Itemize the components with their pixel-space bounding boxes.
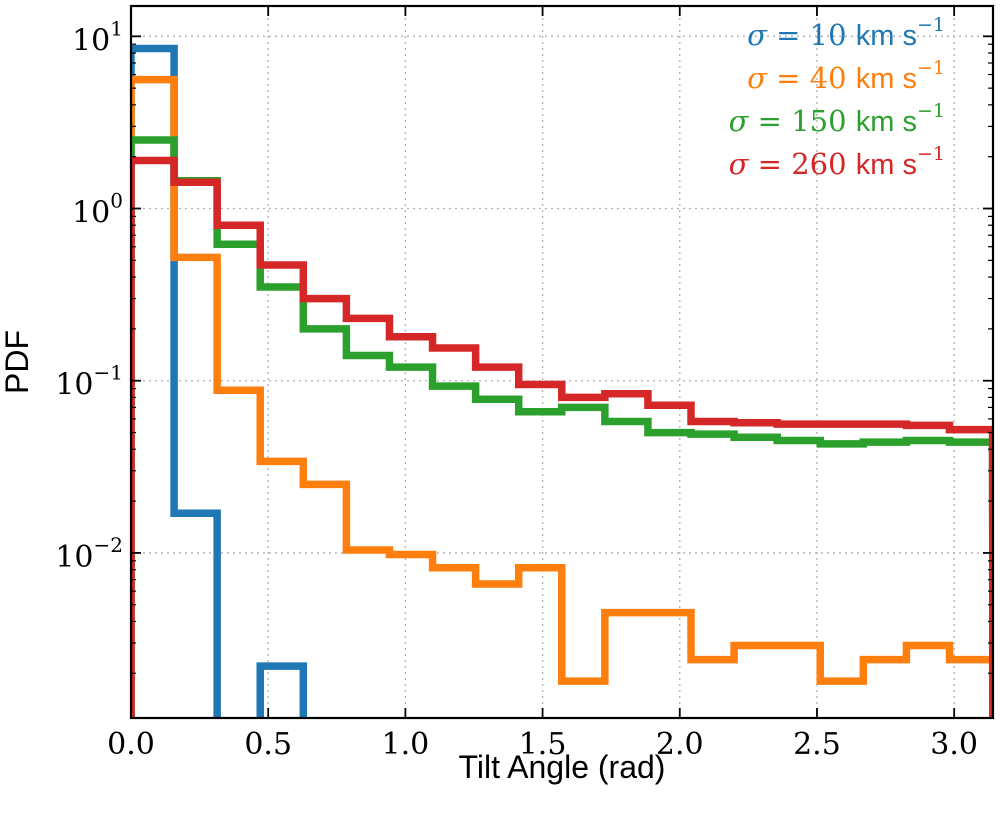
y-tick-label: 10−1 (55, 361, 123, 403)
x-tick-label: 0.5 (244, 727, 292, 762)
x-tick-label: 0.0 (107, 727, 155, 762)
legend-entry: σ = 260 km s−1 (729, 143, 945, 181)
legend-entry: σ = 150 km s−1 (729, 100, 945, 138)
series-line-1 (131, 75, 993, 718)
legend-entry: σ = 10 km s−1 (747, 14, 945, 52)
x-tick-label: 2.5 (793, 727, 841, 762)
histogram-series (131, 44, 993, 718)
x-tick-label: 3.0 (930, 727, 978, 762)
legend-entry: σ = 40 km s−1 (747, 57, 945, 95)
series-line-0 (131, 44, 308, 718)
legend: σ = 10 km s−1 σ = 40 km s−1 σ = 150 km s−1… (729, 14, 945, 181)
series-line-3 (131, 156, 993, 718)
x-axis-label: Tilt Angle (rad) (459, 749, 666, 785)
series-line-2 (131, 136, 993, 718)
y-axis-label: PDF (0, 330, 35, 394)
plot-frame (129, 4, 995, 720)
x-tick-label: 1.5 (519, 727, 567, 762)
x-tick-label: 1.0 (382, 727, 430, 762)
y-tick-label: 10−2 (55, 533, 123, 575)
x-tick-label: 2.0 (656, 727, 704, 762)
grid-lines (131, 6, 993, 718)
